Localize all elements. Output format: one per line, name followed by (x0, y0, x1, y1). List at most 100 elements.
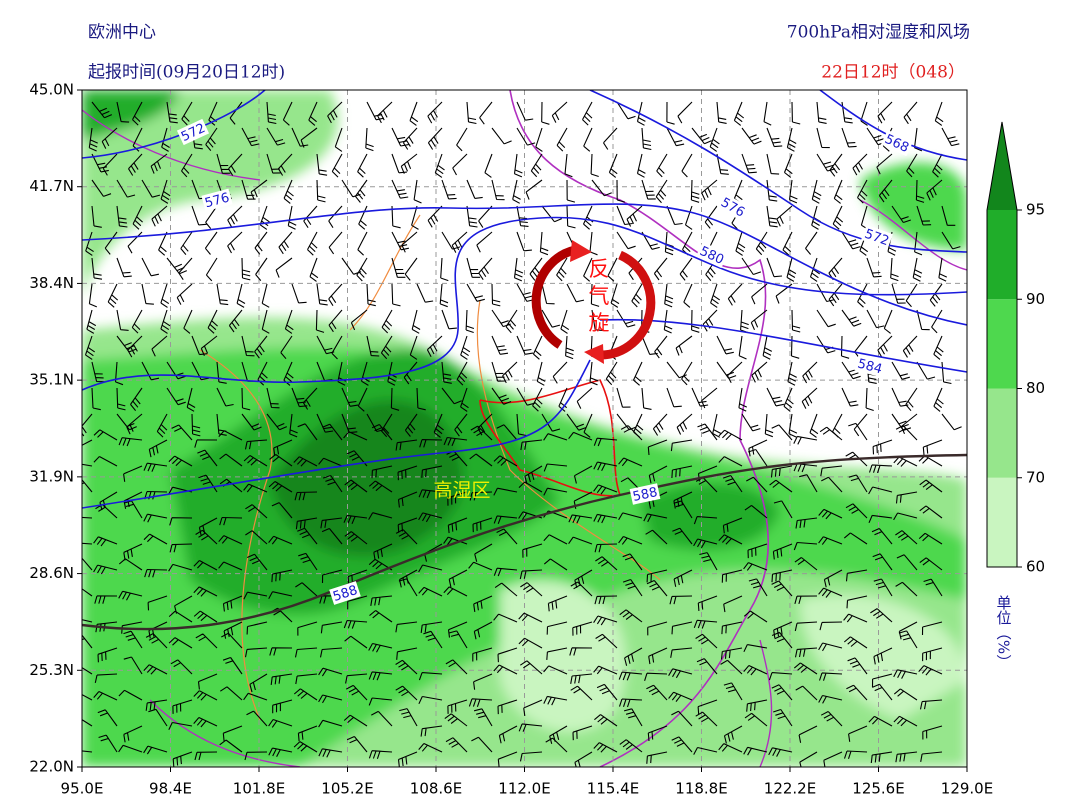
wind-barb (321, 527, 343, 545)
wind-barb (648, 465, 668, 484)
anticyclone-symbol (531, 240, 656, 364)
wind-barb (671, 465, 693, 479)
lat-label: 22.0N (29, 758, 74, 776)
wind-barb (608, 153, 618, 178)
wind-barb (421, 465, 443, 478)
wind-barb (868, 464, 893, 474)
wind-barb (141, 257, 160, 277)
wind-barb (496, 528, 518, 545)
wind-barb (681, 153, 693, 178)
wind-barb (793, 662, 818, 675)
wind-barb (151, 335, 168, 357)
wind-barb (97, 709, 118, 727)
label-bg (329, 581, 361, 605)
wind-barb (318, 748, 343, 758)
wind-barb (91, 205, 102, 228)
wind-barb (245, 530, 268, 545)
contour-label: 588 (329, 581, 361, 605)
wind-barb (249, 673, 268, 693)
wind-barb (269, 453, 293, 467)
wind-barb (691, 309, 700, 333)
wind-barb (788, 179, 798, 204)
wind-barb (918, 665, 943, 676)
wind-barb (497, 699, 518, 715)
wind-barb (727, 283, 743, 306)
wind-barb (493, 455, 518, 467)
wind-barb (926, 179, 943, 201)
wind-barb (470, 425, 493, 441)
wind-barb (334, 127, 343, 152)
wind-barb (896, 554, 918, 571)
wind-barb (690, 179, 700, 203)
wind-barb (145, 633, 168, 649)
label-bg (716, 193, 750, 221)
wind-barb (570, 673, 593, 684)
wind-barb (403, 361, 418, 385)
wind-barb (805, 231, 818, 255)
lon-label: 101.8E (233, 780, 285, 798)
wind-barb (866, 309, 885, 329)
wind-barb (594, 543, 618, 553)
wind-barb (218, 535, 243, 545)
wind-barb (766, 153, 780, 175)
wind-barb (460, 335, 471, 360)
wind-barb (497, 647, 518, 663)
wind-barb (448, 630, 468, 649)
wind-barb (284, 309, 294, 334)
wind-barb (291, 283, 307, 304)
wind-barb (418, 564, 443, 573)
wind-barb (401, 231, 418, 253)
wind-barb (141, 361, 160, 381)
wind-barb (718, 456, 743, 467)
wind-barb (128, 153, 143, 176)
wind-barb (768, 672, 793, 681)
wind-barb (161, 127, 170, 152)
wind-barb (762, 335, 773, 360)
wind-barb (343, 619, 368, 629)
contour-value: 572 (862, 227, 890, 250)
wind-barb (243, 692, 268, 701)
wind-barb (293, 741, 318, 753)
colorbar-label: 90 (1026, 290, 1045, 308)
wind-barb (895, 530, 918, 545)
wind-barb (289, 413, 298, 438)
wind-barb (931, 309, 943, 334)
wind-barb (741, 127, 762, 145)
wind-barb (93, 564, 118, 575)
wind-barb (671, 621, 693, 635)
wind-barb (591, 179, 612, 197)
wind-barb (766, 127, 783, 148)
wind-barb (750, 309, 768, 331)
wind-barb (371, 710, 393, 727)
wind-barb (843, 636, 868, 649)
wind-barb (86, 309, 97, 334)
wind-barb (222, 595, 243, 612)
wind-barb (716, 101, 727, 124)
wind-barb (916, 361, 936, 380)
wind-barb (570, 581, 593, 597)
arrowhead (570, 240, 592, 262)
wind-barb (447, 621, 468, 638)
wind-barb (646, 751, 668, 764)
wind-barb (445, 737, 468, 753)
wind-barb (147, 595, 168, 611)
wind-barb (748, 578, 768, 597)
wind-barb (841, 231, 861, 250)
label-bg (861, 224, 893, 250)
wind-barb (664, 283, 674, 308)
wind-barb (291, 387, 308, 408)
wind-barb (420, 621, 443, 633)
wind-barb (670, 439, 693, 452)
wind-barb (143, 513, 168, 523)
wind-barb (391, 179, 409, 199)
wind-barb (268, 718, 293, 728)
wind-barb (396, 647, 418, 660)
wind-barb (160, 309, 171, 334)
wind-barb (619, 609, 643, 623)
wind-barb (443, 586, 468, 597)
wind-barb (143, 533, 168, 545)
wind-barb (646, 569, 668, 583)
wind-barb (519, 660, 543, 675)
lon-label: 115.4E (587, 780, 639, 798)
wind-barb (98, 734, 118, 753)
